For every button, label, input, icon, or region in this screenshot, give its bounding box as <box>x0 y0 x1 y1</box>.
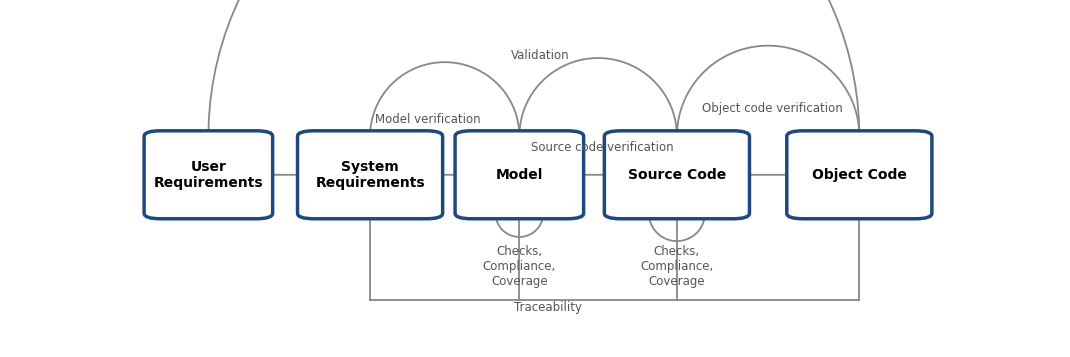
FancyBboxPatch shape <box>455 131 583 219</box>
Text: Model: Model <box>495 168 544 182</box>
Text: Model verification: Model verification <box>376 113 480 126</box>
Text: Source Code: Source Code <box>628 168 727 182</box>
FancyBboxPatch shape <box>297 131 443 219</box>
Text: Traceability: Traceability <box>515 301 582 314</box>
Text: System
Requirements: System Requirements <box>316 160 425 190</box>
Text: User
Requirements: User Requirements <box>154 160 263 190</box>
Text: Object code verification: Object code verification <box>702 102 843 115</box>
FancyBboxPatch shape <box>605 131 749 219</box>
FancyBboxPatch shape <box>786 131 932 219</box>
Text: Source code verification: Source code verification <box>531 141 674 154</box>
Text: Validation: Validation <box>510 49 569 62</box>
Text: Checks,
Compliance,
Coverage: Checks, Compliance, Coverage <box>483 245 556 288</box>
Text: Object Code: Object Code <box>812 168 906 182</box>
FancyBboxPatch shape <box>144 131 273 219</box>
Text: Checks,
Compliance,
Coverage: Checks, Compliance, Coverage <box>640 245 714 288</box>
